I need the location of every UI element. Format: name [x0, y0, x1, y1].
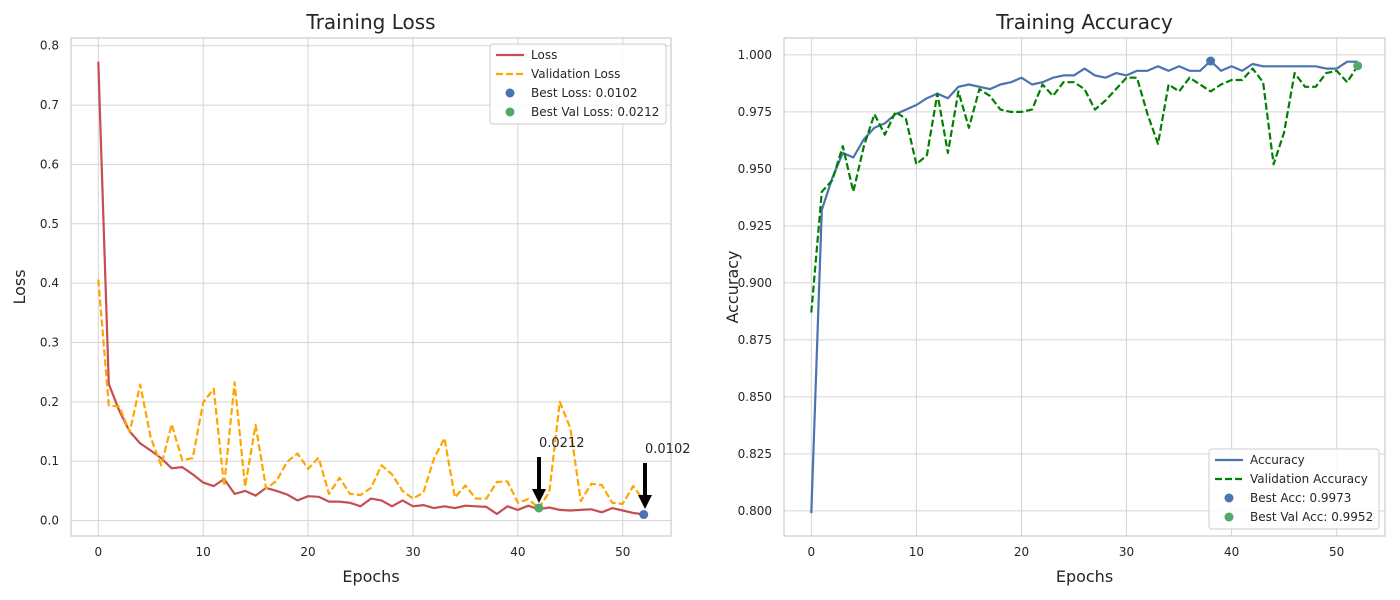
x-tick-label: 0: [94, 545, 102, 559]
annotation-arrowhead: [638, 495, 652, 509]
loss-chart: 0 10 20 30 40 50 0.0 0.1 0.2 0.3 0.4 0.5 0.6 0.7 0.8 Tr…: [10, 10, 691, 586]
y-tick-label: 0.7: [40, 98, 59, 112]
y-tick-label: 0.0: [40, 514, 59, 528]
x-tick-label: 10: [196, 545, 211, 559]
legend-dot-swatch: [1224, 493, 1234, 503]
legend: Loss Validation Loss Best Loss: 0.0102 Best…: [489, 43, 667, 125]
plot-frame: [783, 37, 1386, 537]
x-axis-label: Epochs: [342, 567, 399, 586]
y-axis-label: Accuracy: [723, 250, 742, 323]
series-line: [810, 65, 1359, 313]
x-tick-label: 50: [1329, 545, 1344, 559]
best-point-marker: [534, 503, 544, 513]
y-tick-label: 0.900: [738, 276, 772, 290]
legend-label: Best Loss: 0.0102: [531, 86, 638, 100]
x-tick-label: 10: [909, 545, 924, 559]
y-tick-label: 0.1: [40, 454, 59, 468]
x-tick-label: 0: [807, 545, 815, 559]
series-line: [810, 59, 1358, 514]
x-tick-label: 50: [615, 545, 630, 559]
y-tick-label: 0.950: [738, 162, 772, 176]
annotation-label: 0.0212: [539, 436, 585, 451]
y-tick-label: 0.5: [40, 217, 59, 231]
legend-box: [1208, 448, 1380, 530]
plot-frame: [70, 37, 672, 537]
y-tick-label: 0.4: [40, 276, 59, 290]
annotation-arrowhead: [532, 489, 546, 503]
legend-label: Best Acc: 0.9973: [1250, 491, 1351, 505]
y-tick-label: 1.000: [738, 48, 772, 62]
y-axis-label: Loss: [10, 269, 29, 304]
legend-label: Loss: [531, 48, 557, 62]
legend-dot-swatch: [1224, 512, 1234, 522]
legend-label: Validation Accuracy: [1250, 472, 1368, 486]
y-tick-label: 0.6: [40, 157, 59, 171]
y-tick-label: 0.925: [738, 219, 772, 233]
legend-box: [489, 43, 667, 125]
best-point-marker: [1353, 61, 1363, 71]
x-tick-label: 30: [405, 545, 420, 559]
legend: Accuracy Validation Accuracy Best Acc: 0.9…: [1208, 448, 1380, 530]
y-tick-label: 0.800: [738, 504, 772, 518]
x-tick-label: 40: [510, 545, 525, 559]
y-tick-label: 0.825: [738, 447, 772, 461]
y-tick-label: 0.850: [738, 390, 772, 404]
chart-title: Training Accuracy: [995, 10, 1173, 34]
y-tick-label: 0.3: [40, 335, 59, 349]
x-tick-label: 20: [1014, 545, 1029, 559]
legend-dot-swatch: [505, 107, 515, 117]
legend-dot-swatch: [505, 88, 515, 98]
series-line: [97, 279, 645, 510]
x-axis-label: Epochs: [1056, 567, 1113, 586]
legend-label: Best Val Acc: 0.9952: [1250, 510, 1373, 524]
x-tick-label: 30: [1119, 545, 1134, 559]
y-tick-label: 0.8: [40, 39, 59, 53]
best-point-marker: [1206, 56, 1216, 66]
x-tick-label: 20: [300, 545, 315, 559]
y-tick-label: 0.875: [738, 333, 772, 347]
legend-label: Validation Loss: [531, 67, 620, 81]
accuracy-chart: 0 10 20 30 40 50 0.800 0.825 0.850 0.875 0.900 0.92…: [723, 10, 1386, 586]
annotation-label: 0.0102: [645, 442, 691, 457]
series-line: [97, 61, 644, 516]
best-point-marker: [639, 510, 649, 520]
y-tick-label: 0.2: [40, 395, 59, 409]
legend-label: Best Val Loss: 0.0212: [531, 105, 659, 119]
x-tick-label: 40: [1224, 545, 1239, 559]
chart-title: Training Loss: [305, 10, 435, 34]
legend-label: Accuracy: [1250, 453, 1305, 467]
y-tick-label: 0.975: [738, 105, 772, 119]
